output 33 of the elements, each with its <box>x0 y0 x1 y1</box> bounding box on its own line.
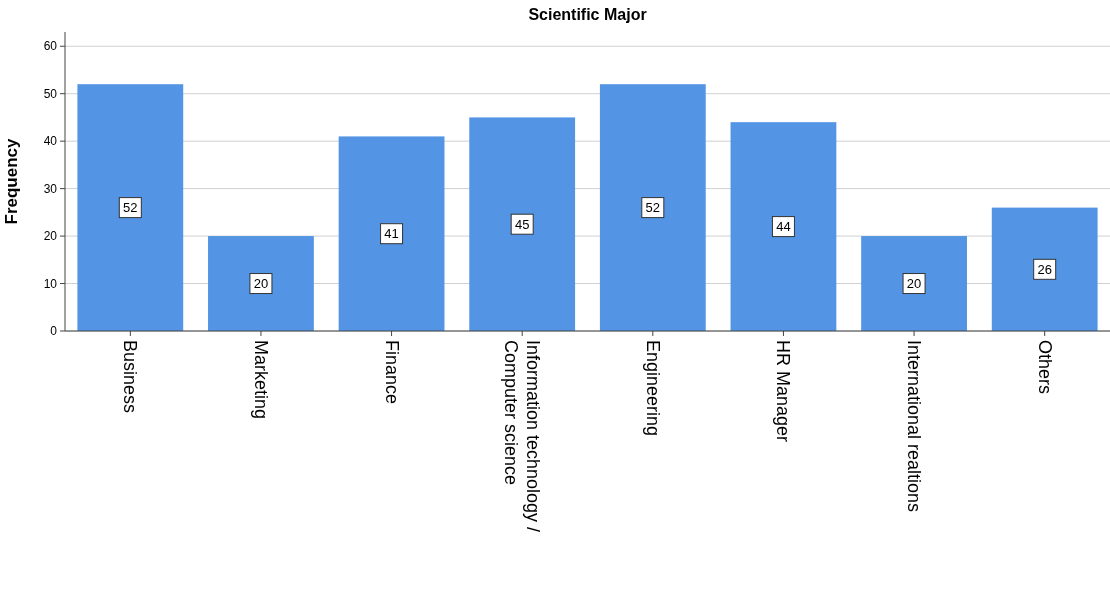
bar <box>208 236 314 331</box>
data-label: 45 <box>514 216 530 232</box>
y-tick-label: 50 <box>43 86 58 101</box>
bar <box>469 117 576 331</box>
x-tick-label: International realtions <box>904 340 925 513</box>
x-tick-label: Finance <box>381 340 402 405</box>
y-tick-label: 40 <box>43 134 58 149</box>
x-tick-label: Business <box>120 340 141 414</box>
y-tick-label: 10 <box>43 276 58 291</box>
chart-title: Scientific Major <box>528 6 647 23</box>
data-label: 26 <box>1037 261 1052 277</box>
x-tick-label: Marketing <box>250 340 271 420</box>
bar <box>730 122 837 331</box>
bar <box>338 136 445 331</box>
x-tick-label: Engineering <box>642 340 663 437</box>
data-label: 20 <box>906 276 922 292</box>
data-label: 20 <box>253 276 269 292</box>
data-label: 41 <box>384 226 399 242</box>
y-tick-label: 60 <box>43 39 58 54</box>
x-tick-label: Others <box>1034 340 1055 395</box>
bar <box>991 207 1098 331</box>
y-tick-label: 0 <box>50 324 58 339</box>
bar <box>861 236 967 331</box>
bar <box>77 84 184 331</box>
x-tick-label: Information technology / Computer science <box>501 340 544 533</box>
x-tick-label: HR Manager <box>773 340 794 443</box>
data-label: 52 <box>123 200 138 216</box>
y-axis-title: Frequency <box>2 137 21 225</box>
data-label: 44 <box>776 219 791 235</box>
y-tick-label: 20 <box>43 229 58 244</box>
bar <box>599 84 706 331</box>
data-label: 52 <box>645 200 661 216</box>
y-tick-label: 30 <box>43 181 58 196</box>
